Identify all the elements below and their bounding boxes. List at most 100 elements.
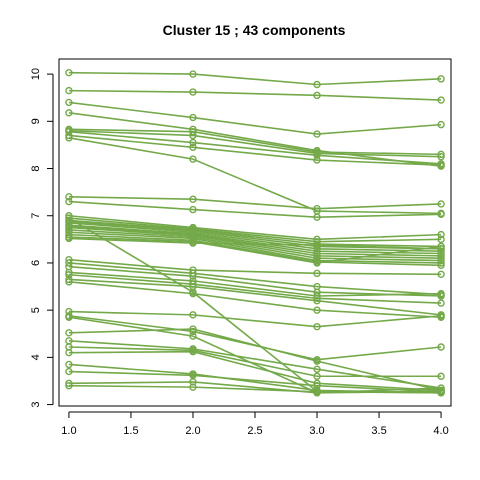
data-point-39-1 [65, 348, 73, 357]
series-line-30 [68, 273, 442, 304]
data-point-26-1 [65, 255, 73, 264]
series-line-29 [68, 271, 442, 297]
data-point-2-1 [65, 86, 73, 95]
series-line-6 [68, 129, 442, 158]
data-point-32-3 [313, 306, 321, 314]
data-point-36-1 [65, 329, 73, 337]
y-tick-label: 3 [30, 402, 42, 408]
y-tick-label: 10 [30, 68, 42, 80]
y-tick-label: 5 [30, 307, 42, 313]
data-point-33-4 [437, 312, 445, 320]
y-tick-label: 4 [30, 354, 42, 360]
data-point-1-3 [313, 80, 321, 89]
data-point-2-2 [189, 88, 197, 96]
data-point-1-1 [65, 68, 73, 77]
data-point-35-2 [189, 332, 197, 340]
data-point-9-1 [65, 134, 73, 142]
series-line-27 [68, 262, 442, 296]
data-point-21-4 [437, 259, 445, 267]
y-axis: 3 4 5 6 7 8 9 10 [30, 68, 54, 408]
series-line-24 [68, 237, 442, 250]
data-point-28-2 [189, 272, 197, 280]
data-point-35-1 [65, 313, 73, 321]
data-point-25-1 [65, 214, 73, 222]
data-point-17-4 [437, 249, 445, 258]
x-tick-label: 3.5 [371, 425, 386, 437]
series-line-19 [68, 226, 442, 260]
series-line-38 [68, 346, 442, 378]
data-point-41-1 [65, 367, 73, 376]
data-point-19-4 [437, 254, 445, 262]
data-point-6-2 [189, 131, 197, 140]
y-tick-label: 6 [30, 260, 42, 266]
data-point-2-3 [313, 91, 321, 100]
series-line-11 [68, 200, 442, 218]
series-line-23 [68, 236, 442, 264]
data-point-28-4 [437, 292, 445, 300]
data-point-24-4 [437, 245, 445, 253]
data-point-24-3 [313, 241, 321, 249]
x-tick-label: 1.5 [123, 425, 138, 437]
series-line-33 [68, 310, 442, 328]
data-point-36-2 [189, 325, 197, 333]
data-point-42-4 [437, 384, 445, 392]
y-tick-label: 8 [30, 165, 42, 171]
series-line-20 [68, 229, 442, 262]
series-line-13 [68, 217, 442, 243]
data-point-11-4 [437, 210, 445, 219]
series-line-42 [68, 381, 442, 394]
series-line-32 [68, 281, 442, 319]
data-point-43-2 [189, 383, 197, 391]
data-point-8-4 [437, 161, 445, 169]
series-line-37 [68, 340, 442, 389]
data-point-24-1 [65, 234, 73, 243]
data-point-24-2 [189, 239, 197, 247]
data-point-13-4 [437, 235, 445, 244]
series-line-16 [68, 222, 442, 252]
data-point-26-3 [313, 269, 321, 278]
data-point-3-4 [437, 120, 445, 129]
data-point-32-1 [65, 278, 73, 286]
series-line-12 [68, 214, 442, 241]
data-point-11-1 [65, 197, 73, 206]
series-line-31 [68, 278, 442, 316]
data-point-3-3 [313, 130, 321, 138]
series-line-41 [68, 370, 442, 393]
data-point-8-3 [313, 156, 321, 164]
series-line-26 [68, 258, 442, 276]
series-line-34 [68, 315, 442, 361]
data-point-3-2 [189, 113, 197, 122]
data-point-1-4 [437, 75, 445, 83]
data-point-31-2 [189, 282, 197, 291]
y-tick-label: 9 [30, 118, 42, 124]
data-point-12-4 [437, 230, 445, 239]
data-point-30-4 [437, 299, 445, 307]
data-point-23-3 [313, 259, 321, 267]
data-point-18-4 [437, 252, 445, 260]
x-tick-label: 1.0 [61, 425, 76, 437]
data-point-10-2 [189, 195, 197, 203]
y-tick-label: 7 [30, 213, 42, 219]
series-line-5 [68, 128, 442, 156]
data-point-39-2 [189, 348, 197, 356]
data-point-7-2 [189, 138, 197, 147]
data-point-9-2 [189, 155, 197, 163]
data-point-5-4 [437, 150, 445, 159]
x-tick-label: 4.0 [433, 425, 448, 437]
data-point-43-3 [313, 388, 321, 396]
data-point-3-1 [65, 98, 73, 107]
x-tick-label: 3.0 [309, 425, 324, 437]
data-point-11-3 [313, 213, 321, 221]
data-point-7-3 [313, 151, 321, 160]
series-line-17 [68, 224, 442, 255]
data-point-31-3 [313, 297, 321, 305]
data-point-38-3 [313, 372, 321, 380]
series-line-7 [68, 130, 442, 165]
series-line-21 [68, 231, 442, 264]
data-point-4-1 [65, 109, 73, 117]
data-point-42-2 [189, 378, 197, 386]
series-line-43 [68, 384, 442, 394]
data-point-30-1 [65, 271, 73, 279]
